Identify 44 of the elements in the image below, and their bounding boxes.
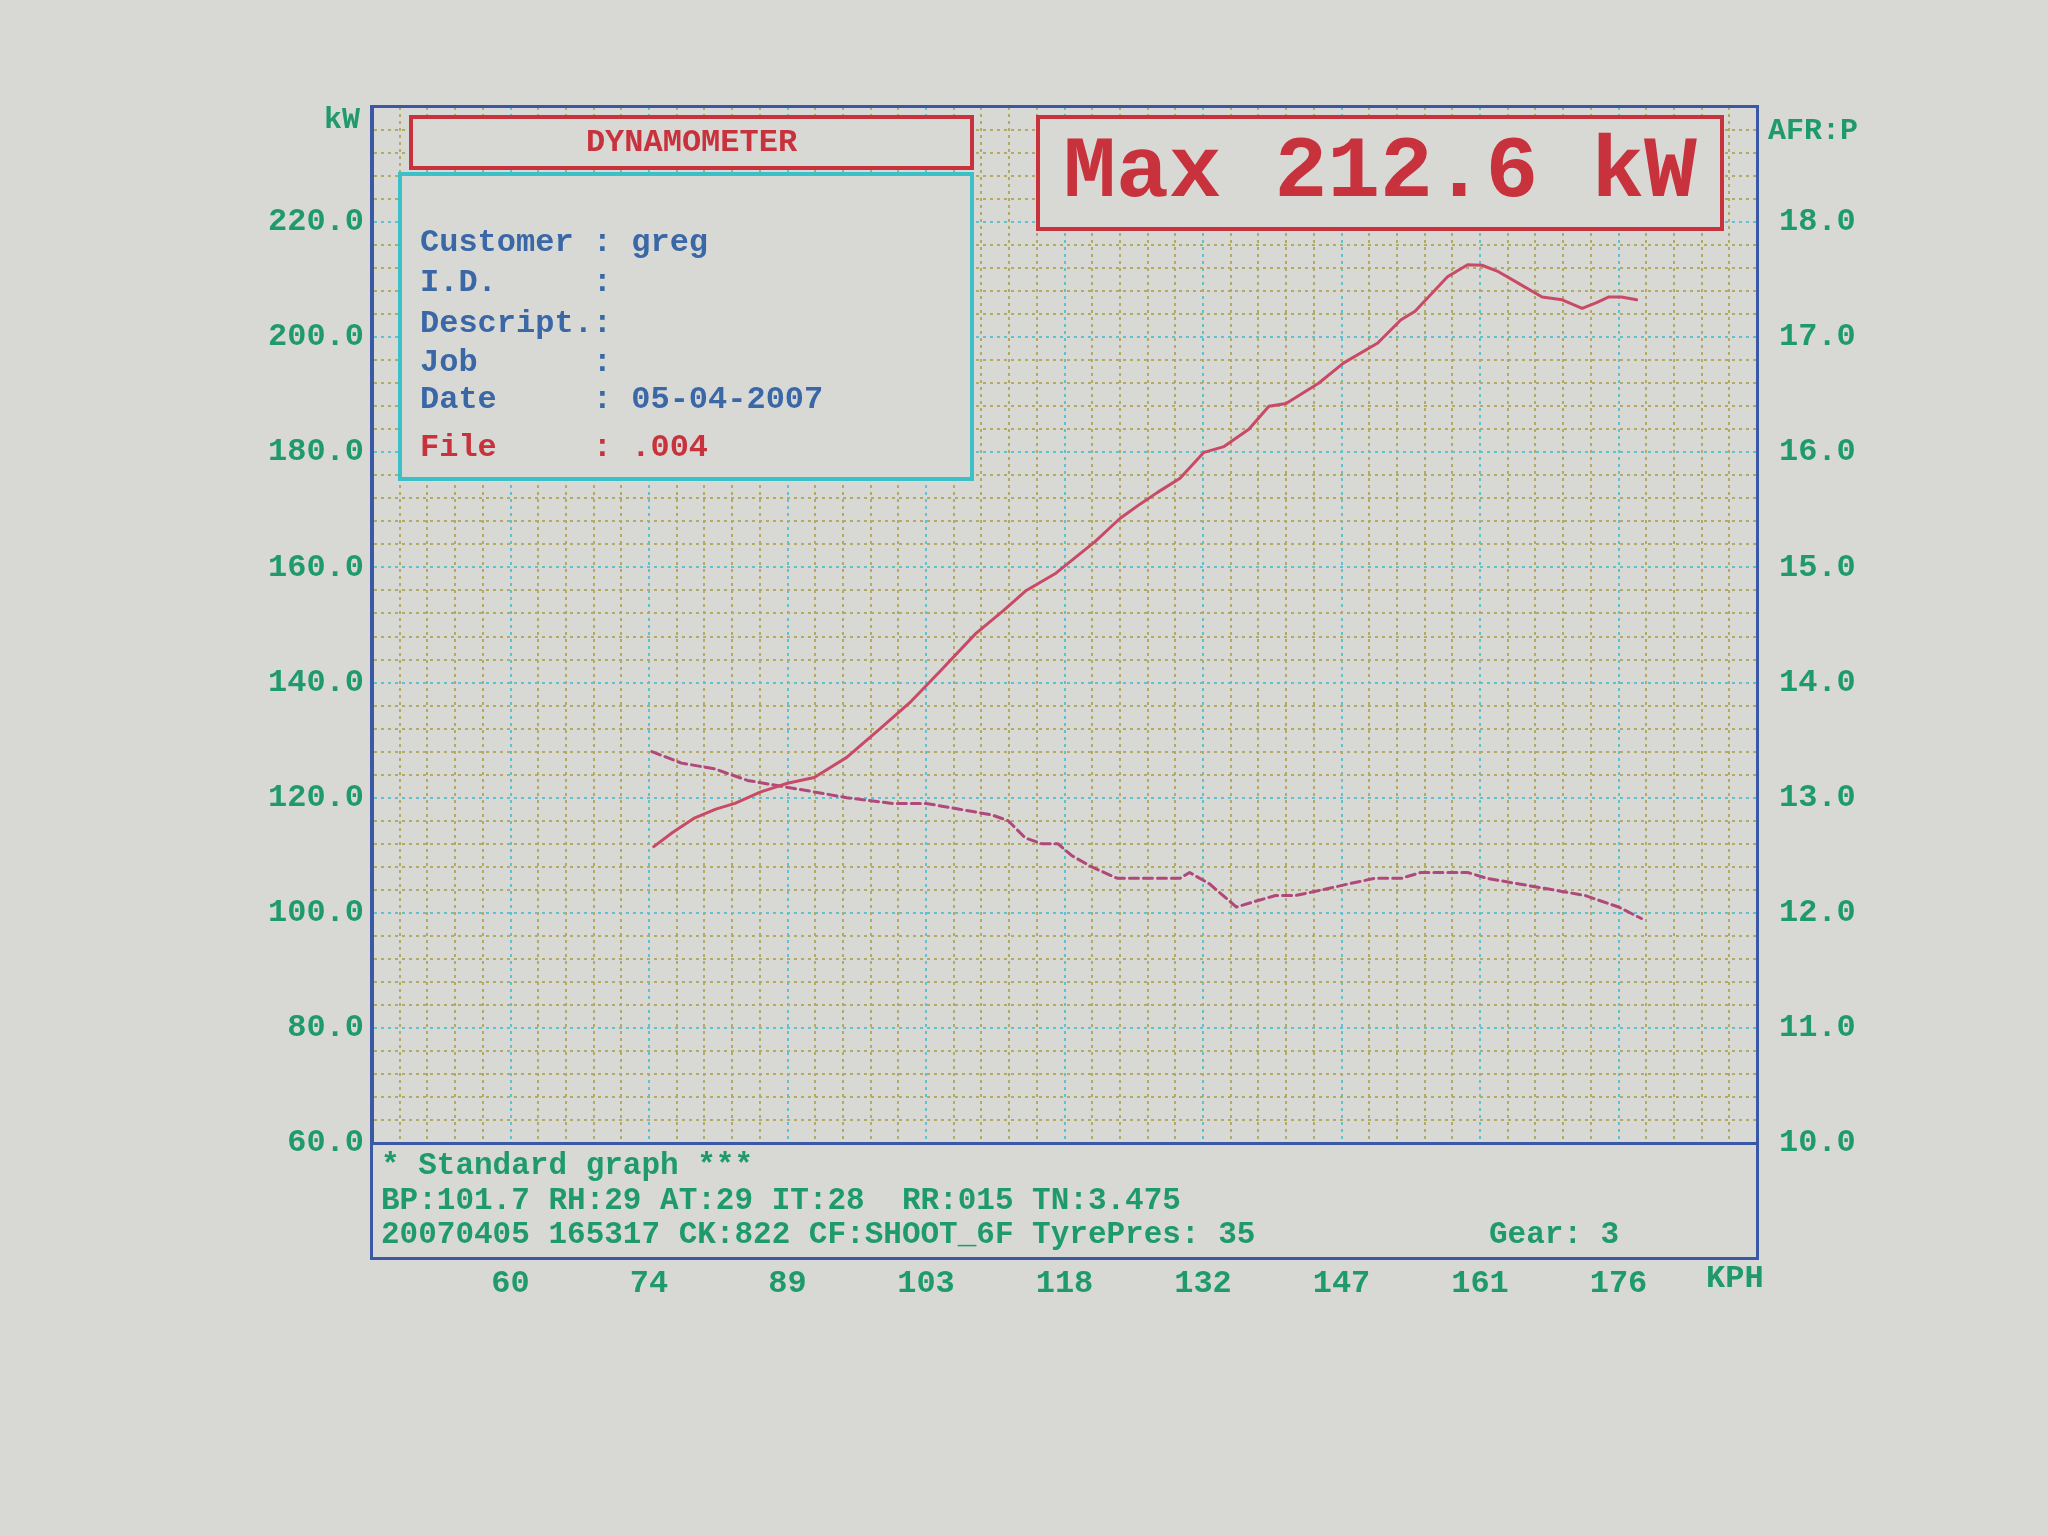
y-tick-label: 160.0 (267, 548, 364, 586)
x-tick-label: 147 (1312, 1265, 1371, 1303)
annotation: Descript.: (420, 305, 613, 342)
y-tick-label: 220.0 (267, 203, 364, 241)
x-tick-label: 89 (768, 1265, 807, 1303)
y-tick-label: 200.0 (267, 318, 364, 356)
x-tick-label: 103 (897, 1265, 955, 1303)
annotation: Job : (420, 344, 613, 381)
text: 20070405 165317 CK:822 CF:SHOOT_6F TyrePres: 35 (381, 1217, 1256, 1252)
y2-tick-label: 12.0 (1779, 893, 1856, 931)
y2-tick-label: 11.0 (1779, 1008, 1856, 1046)
x-tick-label: 176 (1589, 1265, 1648, 1303)
x-tick-label: 74 (629, 1265, 669, 1303)
y-tick-label: 140.0 (267, 663, 364, 701)
x-tick-label: 161 (1451, 1265, 1509, 1303)
y-axis-title: kW (324, 102, 361, 138)
annotation: I.D. : (420, 264, 613, 301)
text: BP:101.7 RH:29 AT:29 IT:28 RR:015 TN:3.475 (381, 1183, 1181, 1218)
annotation: Date : 05-04-2007 (420, 381, 824, 418)
line-series (650, 750, 1643, 921)
y-tick-label: 80.0 (287, 1008, 364, 1046)
y2-tick-label: 10.0 (1779, 1124, 1856, 1162)
x-tick-label: 118 (1035, 1265, 1094, 1303)
y2-tick-label: 17.0 (1779, 318, 1856, 356)
title-frame: DYNAMOMETER (409, 115, 974, 170)
y-tick-label: 180.0 (267, 433, 364, 471)
y2-axis-title: AFR:P (1768, 113, 1859, 149)
y2-tick-label: 15.0 (1779, 548, 1856, 586)
x-tick-label: 132 (1174, 1265, 1232, 1303)
y2-tick-label: 13.0 (1779, 778, 1856, 816)
y-tick-label: 100.0 (267, 893, 364, 931)
x-tick-label: 60 (491, 1265, 530, 1303)
y2-tick-label: 16.0 (1779, 433, 1856, 471)
annotation: Customer : greg (420, 224, 709, 261)
x-axis-title: KPH (1706, 1260, 1764, 1297)
annotation: File : .004 (420, 429, 709, 466)
annotation: Max 212.6 kW (1063, 123, 1697, 223)
y-tick-label: 60.0 (287, 1124, 364, 1162)
text: Gear: 3 (1489, 1217, 1620, 1252)
readout-box: Max 212.6 kW (1036, 115, 1724, 231)
y-tick-label: 120.0 (267, 778, 364, 816)
y2-tick-label: 18.0 (1779, 203, 1856, 241)
y2-tick-label: 14.0 (1779, 663, 1856, 701)
text: * Standard graph *** (381, 1148, 754, 1183)
